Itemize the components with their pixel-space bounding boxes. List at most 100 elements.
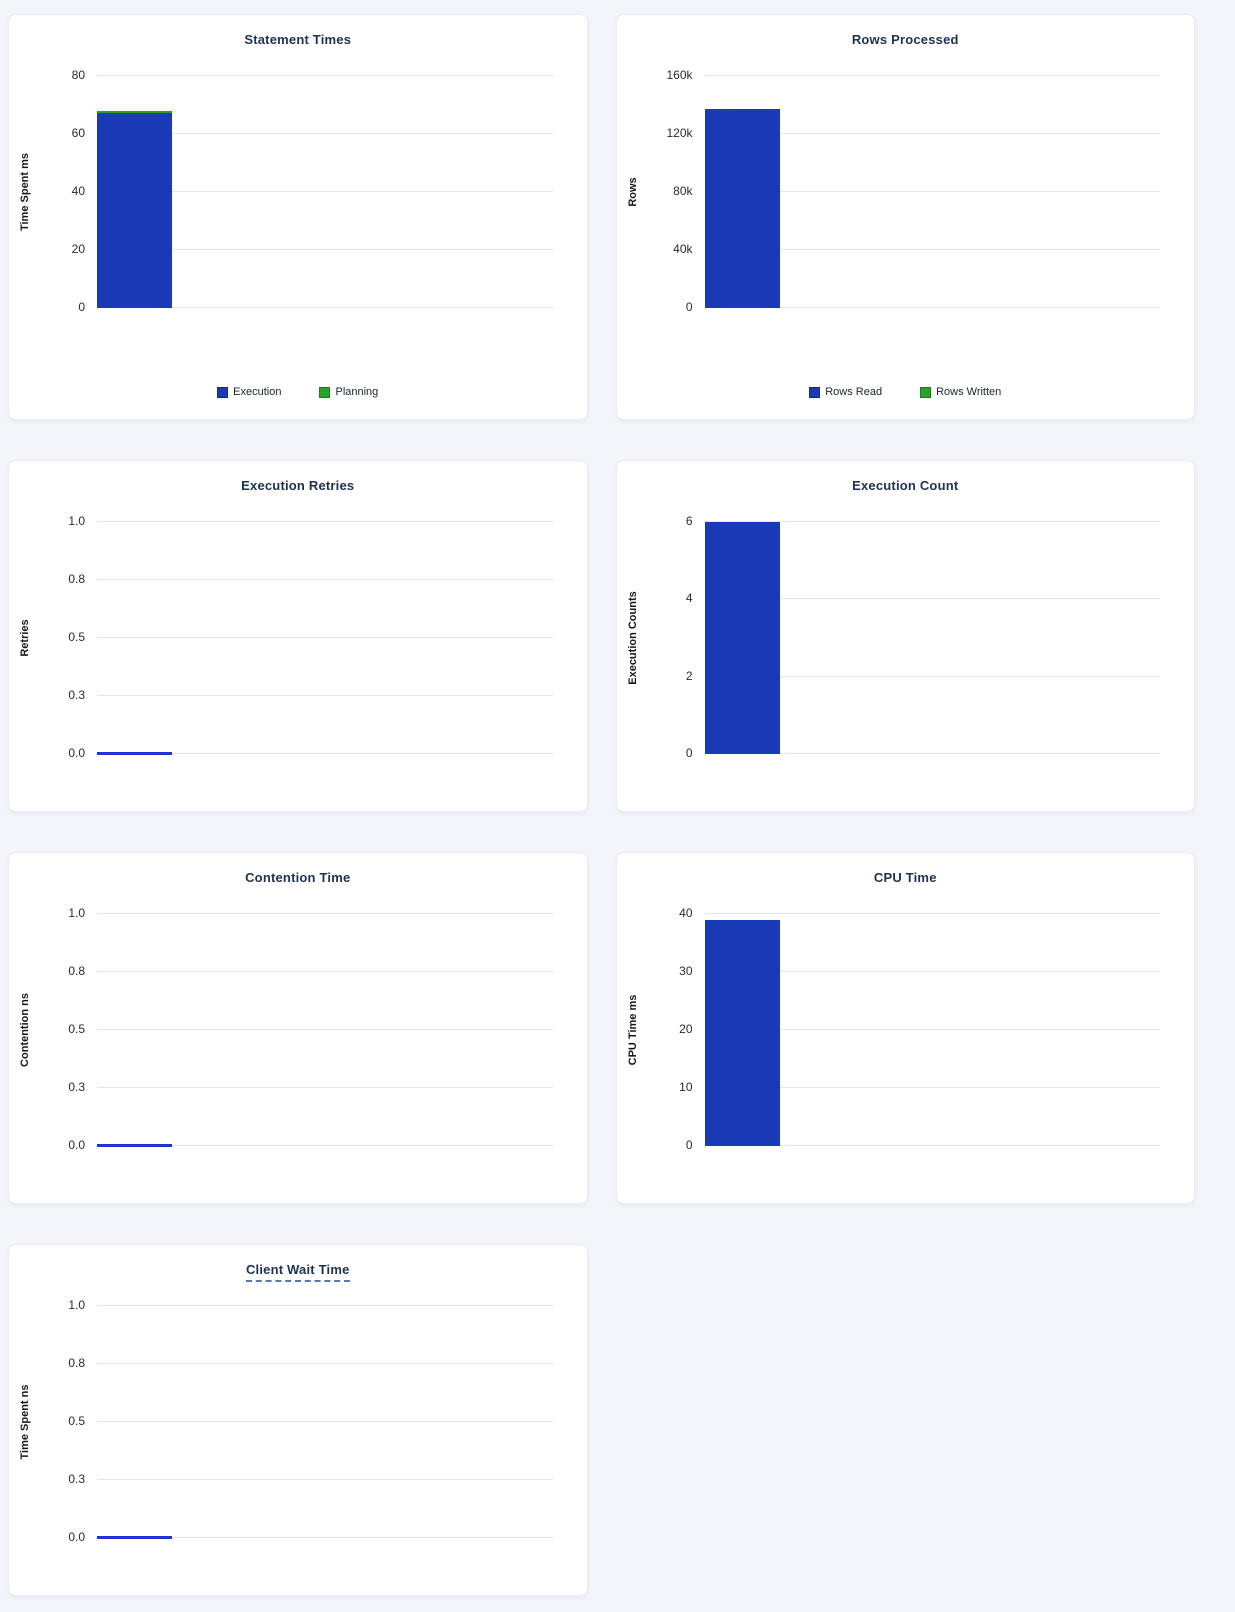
gridline <box>704 1087 1160 1088</box>
chart-footer-spacer <box>617 1146 1195 1203</box>
y-tick-label: 1.0 <box>68 1298 85 1312</box>
y-tick-label: 6 <box>685 514 693 528</box>
y-tick-label: 30 <box>679 964 693 978</box>
chart-card-rows-processed: Rows Processed Rows 160k 120k 80k 40k 0 Rows Re… <box>615 14 1195 420</box>
gridline <box>97 1305 553 1306</box>
y-tick-label: 0.0 <box>68 1138 85 1152</box>
gridline <box>97 1479 553 1480</box>
gridline <box>704 307 1160 308</box>
y-tick-label: 0.8 <box>68 1356 85 1370</box>
bar-segment-planning <box>97 111 172 113</box>
legend-item-rows-written[interactable]: Rows Written <box>920 386 1001 398</box>
gridline <box>97 307 553 308</box>
chart-footer-spacer <box>617 754 1195 811</box>
gridline <box>97 637 553 638</box>
gridline <box>704 133 1160 134</box>
gridline <box>704 1029 1160 1030</box>
bar-segment-chart <box>704 919 780 1146</box>
gridline <box>97 249 553 250</box>
legend-item-execution[interactable]: Execution <box>217 386 281 398</box>
y-tick-label: 0 <box>685 1138 693 1152</box>
chart-card-execution-count: Execution Count Execution Counts 6 4 2 0 <box>615 460 1195 812</box>
y-tick-label: 0 <box>685 746 693 760</box>
gridline <box>97 1029 553 1030</box>
chart-title-wrap: Statement Times <box>9 15 587 59</box>
gridline <box>97 521 553 522</box>
chart-title: Execution Count <box>852 478 959 493</box>
gridline <box>704 971 1160 972</box>
gridline <box>704 753 1160 754</box>
chart-title-wrap: Execution Count <box>617 461 1195 505</box>
legend-label: Planning <box>335 386 379 398</box>
gridline <box>97 1421 553 1422</box>
legend-swatch-rows-written <box>920 386 932 398</box>
gridline <box>97 133 553 134</box>
y-tick-label: 80k <box>673 184 693 198</box>
y-tick-label: 0.5 <box>68 1414 85 1428</box>
chart-title: CPU Time <box>873 870 937 885</box>
gridline <box>704 521 1160 522</box>
legend-swatch-execution <box>217 386 229 398</box>
y-tick-label: 0.5 <box>68 1022 85 1036</box>
chart-title-wrap: Contention Time <box>9 853 587 897</box>
chart-footer-spacer <box>9 1538 587 1595</box>
chart-plot-area: Retries 1.0 0.8 0.5 0.3 0.0 <box>9 514 553 760</box>
chart-plot-area: CPU Time ms 40 30 20 10 0 <box>617 906 1160 1152</box>
chart-footer-spacer <box>9 754 587 811</box>
legend-item-planning[interactable]: Planning <box>319 386 378 398</box>
y-tick-label: 0.3 <box>68 1472 85 1486</box>
y-tick-label: 0.8 <box>68 572 85 586</box>
y-tick-label: 120k <box>666 126 693 140</box>
gridline <box>97 1537 553 1538</box>
zero-value-bar-line <box>97 1144 172 1147</box>
chart-plot-area: Contention ns 1.0 0.8 0.5 0.3 0.0 <box>9 906 553 1152</box>
legend-item-rows-read[interactable]: Rows Read <box>809 386 882 398</box>
gridline <box>704 913 1160 914</box>
chart-title-wrap: CPU Time <box>617 853 1195 897</box>
y-tick-label: 0 <box>685 300 693 314</box>
gridline <box>97 191 553 192</box>
gridline <box>97 913 553 914</box>
chart-card-statement-times: Statement Times Time Spent ms 80 60 40 20 0 Exe… <box>8 14 588 420</box>
gridline <box>97 1087 553 1088</box>
y-tick-label: 0.3 <box>68 1080 85 1094</box>
y-tick-label: 4 <box>685 591 693 605</box>
y-tick-label: 160k <box>666 68 693 82</box>
gridline <box>704 598 1160 599</box>
gridline <box>97 971 553 972</box>
chart-plot-area: Rows 160k 120k 80k 40k 0 <box>617 68 1160 314</box>
gridline <box>97 753 553 754</box>
gridline <box>704 676 1160 677</box>
legend-swatch-rows-read <box>809 386 821 398</box>
chart-card-client-wait-time: Client Wait Time Time Spent ns 1.0 0.8 0.5 0.… <box>8 1244 588 1596</box>
chart-title-tooltip-trigger[interactable]: Client Wait Time <box>245 1262 350 1282</box>
chart-card-execution-retries: Execution Retries Retries 1.0 0.8 0.5 0.3 0.0 <box>8 460 588 812</box>
y-tick-label: 10 <box>679 1080 693 1094</box>
y-tick-label: 40k <box>673 242 693 256</box>
bar-segment-execution <box>97 112 172 308</box>
y-tick-label: 60 <box>71 126 85 140</box>
gridline <box>704 191 1160 192</box>
gridline <box>704 75 1160 76</box>
chart-title-wrap: Rows Processed <box>617 15 1195 59</box>
y-tick-label: 20 <box>71 242 85 256</box>
chart-footer-spacer <box>9 1146 587 1203</box>
y-tick-label: 40 <box>71 184 85 198</box>
legend-swatch-planning <box>319 386 331 398</box>
chart-title: Contention Time <box>245 870 351 885</box>
chart-title-wrap: Client Wait Time <box>9 1245 587 1289</box>
gridline <box>704 1145 1160 1146</box>
y-tick-label: 0.3 <box>68 688 85 702</box>
chart-title: Rows Processed <box>851 32 959 47</box>
zero-value-bar-line <box>97 752 172 755</box>
gridline <box>97 1363 553 1364</box>
gridline <box>97 579 553 580</box>
gridline <box>97 75 553 76</box>
chart-title: Statement Times <box>244 32 352 47</box>
y-tick-label: 0.0 <box>68 746 85 760</box>
gridline <box>97 695 553 696</box>
legend-label: Execution <box>233 386 282 398</box>
chart-card-cpu-time: CPU Time CPU Time ms 40 30 20 10 0 <box>615 852 1195 1204</box>
chart-legend: Rows Read Rows Written <box>617 308 1195 419</box>
